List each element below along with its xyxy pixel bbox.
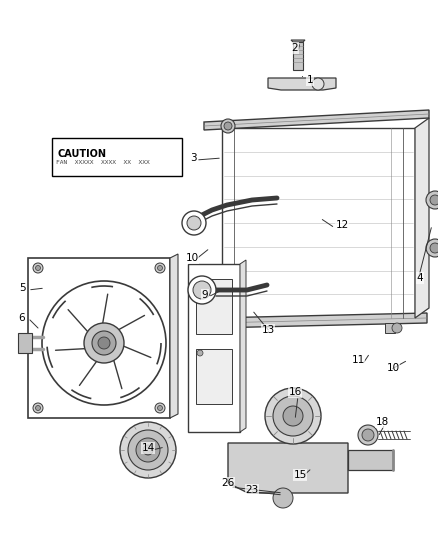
- Bar: [52, 138, 182, 176]
- Circle shape: [35, 406, 40, 410]
- Text: 12: 12: [336, 220, 349, 230]
- Text: 5: 5: [19, 283, 25, 293]
- Circle shape: [155, 263, 165, 273]
- Circle shape: [193, 281, 211, 299]
- Circle shape: [128, 430, 168, 470]
- Circle shape: [224, 122, 232, 130]
- Text: 26: 26: [221, 478, 235, 488]
- Polygon shape: [240, 260, 246, 432]
- Circle shape: [392, 323, 402, 333]
- Circle shape: [426, 191, 438, 209]
- Circle shape: [358, 425, 378, 445]
- Polygon shape: [204, 110, 429, 130]
- Text: 18: 18: [375, 417, 389, 427]
- Text: FAN  XXXXX  XXXX  XX  XXX: FAN XXXXX XXXX XX XXX: [56, 160, 150, 165]
- Circle shape: [33, 263, 43, 273]
- Text: 4: 4: [417, 273, 423, 283]
- Polygon shape: [188, 264, 240, 432]
- Circle shape: [265, 388, 321, 444]
- Polygon shape: [222, 128, 415, 318]
- Circle shape: [221, 119, 235, 133]
- Circle shape: [84, 323, 124, 363]
- Circle shape: [312, 78, 324, 90]
- Text: 9: 9: [201, 290, 208, 300]
- Circle shape: [430, 243, 438, 253]
- Circle shape: [197, 280, 203, 286]
- Text: 2: 2: [292, 43, 298, 53]
- Circle shape: [158, 406, 162, 410]
- Circle shape: [188, 276, 216, 304]
- Bar: [196, 349, 232, 404]
- Circle shape: [35, 265, 40, 271]
- Circle shape: [182, 211, 206, 235]
- Polygon shape: [385, 323, 395, 333]
- Circle shape: [362, 429, 374, 441]
- Text: 11: 11: [351, 355, 364, 365]
- Circle shape: [430, 195, 438, 205]
- Text: 16: 16: [288, 387, 302, 397]
- Circle shape: [155, 403, 165, 413]
- Text: 3: 3: [190, 153, 196, 163]
- Text: 1: 1: [307, 75, 313, 85]
- Polygon shape: [415, 118, 429, 318]
- Text: 14: 14: [141, 443, 155, 453]
- Circle shape: [187, 216, 201, 230]
- Circle shape: [92, 331, 116, 355]
- Circle shape: [273, 396, 313, 436]
- Circle shape: [207, 315, 217, 325]
- Circle shape: [273, 488, 293, 508]
- Circle shape: [283, 406, 303, 426]
- Text: CAUTION: CAUTION: [57, 149, 106, 159]
- Circle shape: [143, 445, 153, 455]
- Text: 23: 23: [245, 485, 258, 495]
- Text: 13: 13: [261, 325, 275, 335]
- Polygon shape: [212, 313, 427, 328]
- Polygon shape: [28, 258, 170, 418]
- Circle shape: [136, 438, 160, 462]
- Circle shape: [98, 337, 110, 349]
- Circle shape: [426, 239, 438, 257]
- Bar: [293, 42, 303, 70]
- Polygon shape: [268, 78, 336, 90]
- Polygon shape: [200, 313, 227, 328]
- Text: 10: 10: [185, 253, 198, 263]
- Bar: [196, 279, 232, 334]
- Text: 10: 10: [386, 363, 399, 373]
- Polygon shape: [291, 40, 305, 42]
- Circle shape: [42, 281, 166, 405]
- Circle shape: [33, 403, 43, 413]
- Polygon shape: [348, 450, 393, 470]
- Circle shape: [158, 265, 162, 271]
- Polygon shape: [170, 254, 178, 418]
- Polygon shape: [228, 443, 348, 493]
- Text: 6: 6: [19, 313, 25, 323]
- Bar: [18, 333, 32, 353]
- Circle shape: [197, 350, 203, 356]
- Circle shape: [120, 422, 176, 478]
- Text: 15: 15: [293, 470, 307, 480]
